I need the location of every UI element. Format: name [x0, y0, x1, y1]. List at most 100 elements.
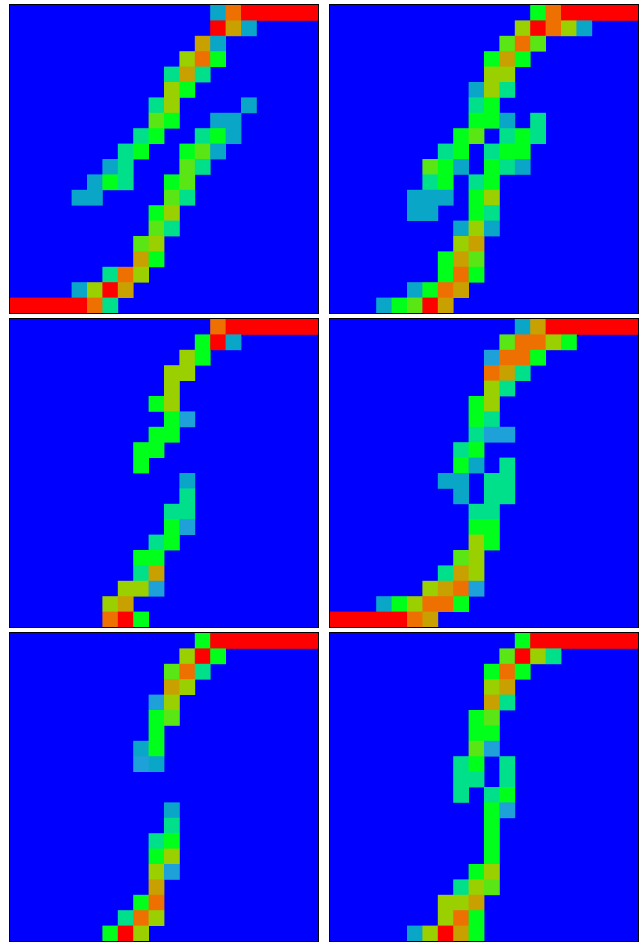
heatmap-cell-5-12-2 [194, 663, 211, 680]
heatmap-cell-5-10-2 [164, 663, 180, 680]
heatmap-cell-4-12-3 [514, 365, 531, 381]
heatmap-cell-5-9-14 [148, 848, 165, 865]
heatmap-cell-3-14-1 [225, 334, 242, 351]
heatmap-cell-1-14-7 [225, 112, 242, 129]
heatmap-cell-6-12-2 [514, 663, 531, 680]
heatmap-cell-2-5-12 [407, 189, 423, 206]
heatmap-cell-5-15-0 [241, 633, 257, 649]
heatmap-cell-4-14-0 [545, 319, 562, 335]
heatmap-cell-2-8-15 [453, 236, 469, 252]
heatmap-cell-1-12-3 [194, 51, 211, 67]
heatmap-cell-6-12-1 [514, 648, 531, 665]
heatmap-cell-3-7-17 [117, 580, 134, 597]
heatmap-cell-5-8-7 [133, 740, 149, 757]
heatmap-cell-4-10-7 [484, 426, 500, 443]
heatmap-cell-4-11-7 [499, 426, 516, 443]
heatmap-cell-6-11-4 [499, 694, 516, 711]
heatmap-cell-6-15-0 [561, 633, 577, 649]
heatmap-cell-4-9-6 [468, 411, 485, 428]
heatmap-cell-5-10-11 [164, 802, 180, 819]
heatmap-cell-3-9-16 [148, 565, 165, 582]
heatmap-cell-6-9-18 [468, 910, 485, 926]
heatmap-cell-6-10-2 [484, 663, 500, 680]
heatmap-cell-5-13-0 [210, 633, 226, 649]
heatmap-cell-3-9-17 [148, 580, 165, 597]
heatmap-cell-6-17-0 [591, 633, 608, 649]
heatmap-cell-2-8-14 [453, 220, 469, 237]
heatmap-cell-1-8-17 [133, 266, 149, 283]
heatmap-cell-4-11-10 [499, 473, 516, 489]
heatmap-cell-1-9-16 [148, 251, 165, 268]
heatmap-cell-4-8-17 [453, 580, 469, 597]
heatmap-cell-6-7-17 [437, 894, 454, 911]
heatmap-cell-2-14-1 [545, 20, 562, 37]
heatmap-cell-3-10-12 [164, 503, 180, 520]
heatmap-cell-3-7-19 [117, 611, 134, 627]
heatmap-cell-3-16-0 [256, 319, 273, 335]
heatmap-cell-6-18-0 [607, 633, 623, 649]
heatmap-plot-3 [10, 319, 318, 627]
heatmap-cell-1-1-19 [25, 297, 42, 313]
heatmap-cell-2-7-16 [437, 251, 454, 268]
heatmap-cell-4-10-11 [484, 488, 500, 505]
heatmap-cell-4-19-0 [622, 319, 638, 335]
heatmap-cell-1-9-6 [148, 97, 165, 114]
heatmap-cell-3-8-8 [133, 442, 149, 458]
heatmap-cell-2-10-13 [484, 205, 500, 221]
heatmap-panel-1 [9, 4, 319, 314]
heatmap-cell-3-11-3 [179, 365, 196, 381]
heatmap-cell-1-9-15 [148, 236, 165, 252]
heatmap-cell-3-10-14 [164, 534, 180, 551]
heatmap-cell-4-12-1 [514, 334, 531, 351]
heatmap-cell-6-9-5 [468, 710, 485, 726]
heatmap-cell-2-6-19 [422, 297, 439, 313]
heatmap-cell-2-10-12 [484, 189, 500, 206]
heatmap-cell-2-10-4 [484, 66, 500, 83]
heatmap-cell-5-7-19 [117, 925, 134, 941]
heatmap-cell-3-8-15 [133, 550, 149, 566]
heatmap-cell-1-11-10 [179, 159, 196, 175]
heatmap-cell-4-9-17 [468, 580, 485, 597]
heatmap-cell-5-9-5 [148, 710, 165, 726]
heatmap-cell-3-17-0 [271, 319, 288, 335]
heatmap-cell-6-13-0 [530, 633, 546, 649]
heatmap-cell-6-9-16 [468, 879, 485, 896]
heatmap-cell-2-9-15 [468, 236, 485, 252]
heatmap-cell-2-12-3 [514, 51, 531, 67]
heatmap-cell-1-14-0 [225, 5, 242, 21]
heatmap-cell-2-9-14 [468, 220, 485, 237]
heatmap-cell-4-8-9 [453, 457, 469, 474]
heatmap-cell-6-11-9 [499, 771, 516, 788]
heatmap-cell-5-10-4 [164, 694, 180, 711]
heatmap-cell-2-7-17 [437, 266, 454, 283]
heatmap-cell-5-11-1 [179, 648, 196, 665]
heatmap-cell-4-10-2 [484, 349, 500, 366]
heatmap-cell-2-14-0 [545, 5, 562, 21]
heatmap-cell-3-11-11 [179, 488, 196, 505]
heatmap-cell-3-8-17 [133, 580, 149, 597]
heatmap-cell-1-10-14 [164, 220, 180, 237]
heatmap-cell-3-13-0 [210, 319, 226, 335]
heatmap-cell-5-8-17 [133, 894, 149, 911]
heatmap-cell-2-12-10 [514, 159, 531, 175]
heatmap-cell-3-8-19 [133, 611, 149, 627]
heatmap-cell-4-7-16 [437, 565, 454, 582]
heatmap-cell-3-11-2 [179, 349, 196, 366]
heatmap-cell-1-10-11 [164, 174, 180, 191]
heatmap-cell-5-18-0 [287, 633, 303, 649]
heatmap-cell-5-9-8 [148, 756, 165, 772]
heatmap-cell-1-10-7 [164, 112, 180, 129]
heatmap-cell-3-8-9 [133, 457, 149, 474]
heatmap-cell-1-5-12 [87, 189, 103, 206]
heatmap-cell-2-11-10 [499, 159, 516, 175]
heatmap-cell-2-10-6 [484, 97, 500, 114]
heatmap-cell-5-9-6 [148, 725, 165, 742]
heatmap-cell-4-4-18 [391, 596, 408, 612]
heatmap-cell-3-18-0 [287, 319, 303, 335]
heatmap-cell-5-10-12 [164, 817, 180, 834]
heatmap-cell-4-13-2 [530, 349, 546, 366]
heatmap-cell-5-11-2 [179, 663, 196, 680]
heatmap-cell-1-11-11 [179, 174, 196, 191]
heatmap-cell-4-11-9 [499, 457, 516, 474]
heatmap-cell-5-9-16 [148, 879, 165, 896]
